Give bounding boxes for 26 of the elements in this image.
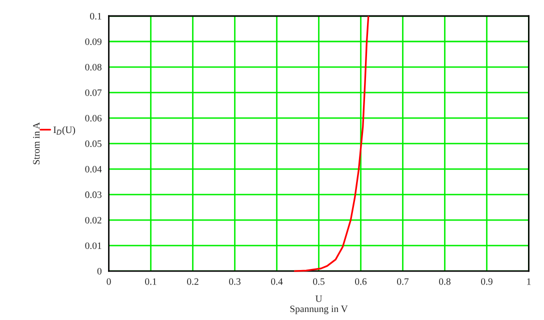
y-tick-label: 0.07 [85,89,102,96]
y-tick-label: 0.03 [85,191,102,198]
legend-label: I$_{D}$(U) [54,126,76,136]
y-tick-label: 0.02 [85,216,102,224]
x-tick-label: 0 [106,278,111,285]
line-series [294,16,370,272]
y-tick-label: 0.01 [85,242,102,250]
y-tick-label: 0.05 [85,140,102,148]
x-tick-label: 0.6 [355,278,367,285]
y-tick-label: 0.06 [85,114,102,122]
y-tick-label: 0 [97,268,102,275]
y-tick-label: 0.1 [90,12,102,20]
x-tick-label: 0.9 [481,278,492,285]
x-axis-title: U Spannung in V [290,296,348,314]
x-tick-label: 0.5 [313,278,324,285]
y-tick-label: 0.08 [85,64,102,71]
y-axis-title: Strom in A [33,122,40,164]
y-tick-label: 0.09 [85,38,102,46]
x-tick-label: 0.3 [229,278,240,285]
x-tick-label: 0.1 [145,278,156,285]
x-tick-label: 0.7 [397,278,409,285]
x-tick-label: 0.4 [271,278,283,285]
x-tick-label: 0.8 [439,278,450,285]
x-tick-label: 1 [527,278,531,285]
y-tick-label: 0.04 [85,166,102,173]
x-tick-label: 0.2 [187,278,198,285]
